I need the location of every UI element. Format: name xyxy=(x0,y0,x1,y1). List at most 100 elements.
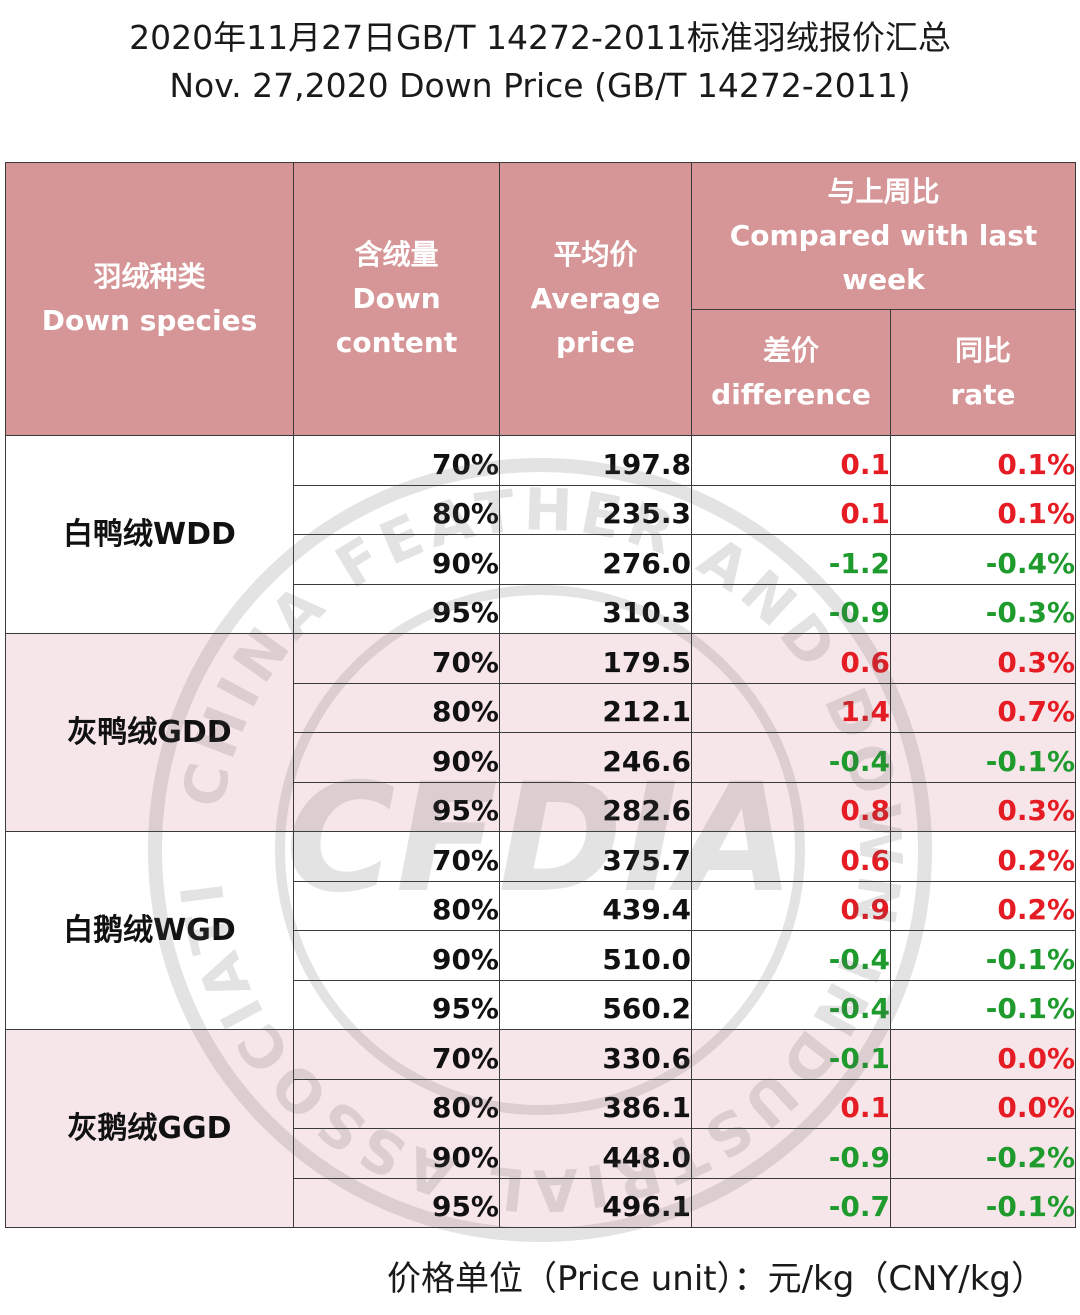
header-rate-en: rate xyxy=(950,377,1016,411)
difference-cell: -0.4 xyxy=(691,732,891,783)
content-cell: 95% xyxy=(293,583,500,634)
rate-cell: 0.1% xyxy=(890,435,1076,486)
price-cell: 282.6 xyxy=(499,781,692,832)
header-diff-en: difference xyxy=(711,377,871,411)
species-cell: 白鸭绒WDD xyxy=(5,435,294,634)
header-average-price: 平均价 Average price xyxy=(499,162,692,436)
title-chinese: 2020年11月27日GB/T 14272-2011标准羽绒报价汇总 xyxy=(129,18,951,57)
difference-cell: -0.9 xyxy=(691,583,891,634)
difference-cell: -0.1 xyxy=(691,1029,891,1080)
price-table-body: 白鸭绒WDD 70% 197.8 0.1 0.1% 80% 235.3 0.1 0.1% 90% 2… xyxy=(5,435,1076,1228)
header-rate: 同比 rate xyxy=(890,309,1076,436)
rate-cell: -0.3% xyxy=(890,583,1076,634)
difference-cell: 1.4 xyxy=(691,682,891,733)
rate-cell: -0.2% xyxy=(890,1128,1076,1179)
rate-cell: 0.3% xyxy=(890,633,1076,684)
price-cell: 386.1 xyxy=(499,1078,692,1129)
rate-cell: -0.1% xyxy=(890,930,1076,981)
difference-cell: -0.4 xyxy=(691,930,891,981)
header-content-cn: 含绒量 xyxy=(354,238,439,271)
price-cell: 276.0 xyxy=(499,534,692,585)
header-diff-cn: 差价 xyxy=(762,333,819,367)
content-cell: 95% xyxy=(293,781,500,832)
rate-cell: -0.4% xyxy=(890,534,1076,585)
content-cell: 70% xyxy=(293,435,500,486)
rate-cell: 0.2% xyxy=(890,880,1076,931)
difference-cell: -0.9 xyxy=(691,1128,891,1179)
header-compare-cn: 与上周比 xyxy=(827,175,940,208)
table-row: 90% 276.0 -1.2 -0.4% xyxy=(6,534,1076,585)
content-cell: 70% xyxy=(293,1029,500,1080)
header-avg-en-1: Average xyxy=(530,282,661,315)
rate-cell: -0.1% xyxy=(890,732,1076,783)
price-cell: 560.2 xyxy=(499,979,692,1030)
price-cell: 212.1 xyxy=(499,682,692,733)
difference-cell: 0.6 xyxy=(691,831,891,882)
price-cell: 496.1 xyxy=(499,1177,692,1228)
table-row: 90% 448.0 -0.9 -0.2% xyxy=(6,1128,1076,1179)
content-cell: 80% xyxy=(293,1078,500,1129)
price-unit-note: 价格单位（Price unit）：元/kg（CNY/kg） xyxy=(386,1259,1045,1299)
header-compare: 与上周比 Compared with last week xyxy=(691,162,1076,310)
rate-cell: 0.3% xyxy=(890,781,1076,832)
header-rate-cn: 同比 xyxy=(954,333,1011,367)
content-cell: 80% xyxy=(293,880,500,931)
header-compare-en-1: Compared with last xyxy=(729,219,1038,252)
content-cell: 90% xyxy=(293,534,500,585)
content-cell: 80% xyxy=(293,484,500,535)
table-row: 95% 282.6 0.8 0.3% xyxy=(6,781,1076,832)
price-cell: 235.3 xyxy=(499,484,692,535)
difference-cell: 0.1 xyxy=(691,484,891,535)
table-row: 90% 246.6 -0.4 -0.1% xyxy=(6,732,1076,783)
rate-cell: -0.1% xyxy=(890,1177,1076,1228)
content-cell: 70% xyxy=(293,831,500,882)
difference-cell: 0.1 xyxy=(691,1078,891,1129)
table-row: 白鸭绒WDD 70% 197.8 0.1 0.1% xyxy=(5,435,1076,634)
species-cell: 灰鸭绒GDD xyxy=(5,633,294,832)
content-cell: 95% xyxy=(293,1177,500,1228)
difference-cell: 0.1 xyxy=(691,435,891,486)
page-title: 2020年11月27日GB/T 14272-2011标准羽绒报价汇总 Nov. … xyxy=(0,14,1080,110)
header-avg-en-2: price xyxy=(555,326,636,359)
price-cell: 375.7 xyxy=(499,831,692,882)
table-row: 灰鸭绒GDD 70% 179.5 0.6 0.3% xyxy=(5,633,1076,832)
difference-cell: -1.2 xyxy=(691,534,891,585)
header-content-en-1: Down xyxy=(352,282,441,315)
difference-cell: 0.6 xyxy=(691,633,891,684)
price-cell: 439.4 xyxy=(499,880,692,931)
rate-cell: 0.1% xyxy=(890,484,1076,535)
species-cell: 白鹅绒WGD xyxy=(5,831,294,1030)
header-species: 羽绒种类 Down species xyxy=(5,162,294,436)
content-cell: 80% xyxy=(293,682,500,733)
content-cell: 90% xyxy=(293,732,500,783)
price-cell: 448.0 xyxy=(499,1128,692,1179)
content-cell: 90% xyxy=(293,930,500,981)
species-cell: 灰鹅绒GGD xyxy=(5,1029,294,1228)
header-species-en: Down species xyxy=(41,304,258,337)
price-cell: 310.3 xyxy=(499,583,692,634)
price-cell: 179.5 xyxy=(499,633,692,684)
table-row: 80% 386.1 0.1 0.0% xyxy=(6,1078,1076,1129)
table-row: 灰鹅绒GGD 70% 330.6 -0.1 0.0% xyxy=(5,1029,1076,1228)
difference-cell: -0.4 xyxy=(691,979,891,1030)
table-row: 90% 510.0 -0.4 -0.1% xyxy=(6,930,1076,981)
difference-cell: -0.7 xyxy=(691,1177,891,1228)
header-species-cn: 羽绒种类 xyxy=(93,260,206,293)
header-compare-en-2: week xyxy=(842,263,925,296)
content-cell: 70% xyxy=(293,633,500,684)
table-row: 80% 439.4 0.9 0.2% xyxy=(6,880,1076,931)
rate-cell: 0.2% xyxy=(890,831,1076,882)
rate-cell: 0.0% xyxy=(890,1078,1076,1129)
content-cell: 95% xyxy=(293,979,500,1030)
table-row: 95% 496.1 -0.7 -0.1% xyxy=(6,1177,1076,1228)
rate-cell: -0.1% xyxy=(890,979,1076,1030)
rate-cell: 0.7% xyxy=(890,682,1076,733)
price-cell: 197.8 xyxy=(499,435,692,486)
content-cell: 90% xyxy=(293,1128,500,1179)
price-cell: 510.0 xyxy=(499,930,692,981)
header-avg-cn: 平均价 xyxy=(553,238,638,271)
rate-cell: 0.0% xyxy=(890,1029,1076,1080)
difference-cell: 0.8 xyxy=(691,781,891,832)
price-cell: 330.6 xyxy=(499,1029,692,1080)
table-row: 80% 235.3 0.1 0.1% xyxy=(6,484,1076,535)
